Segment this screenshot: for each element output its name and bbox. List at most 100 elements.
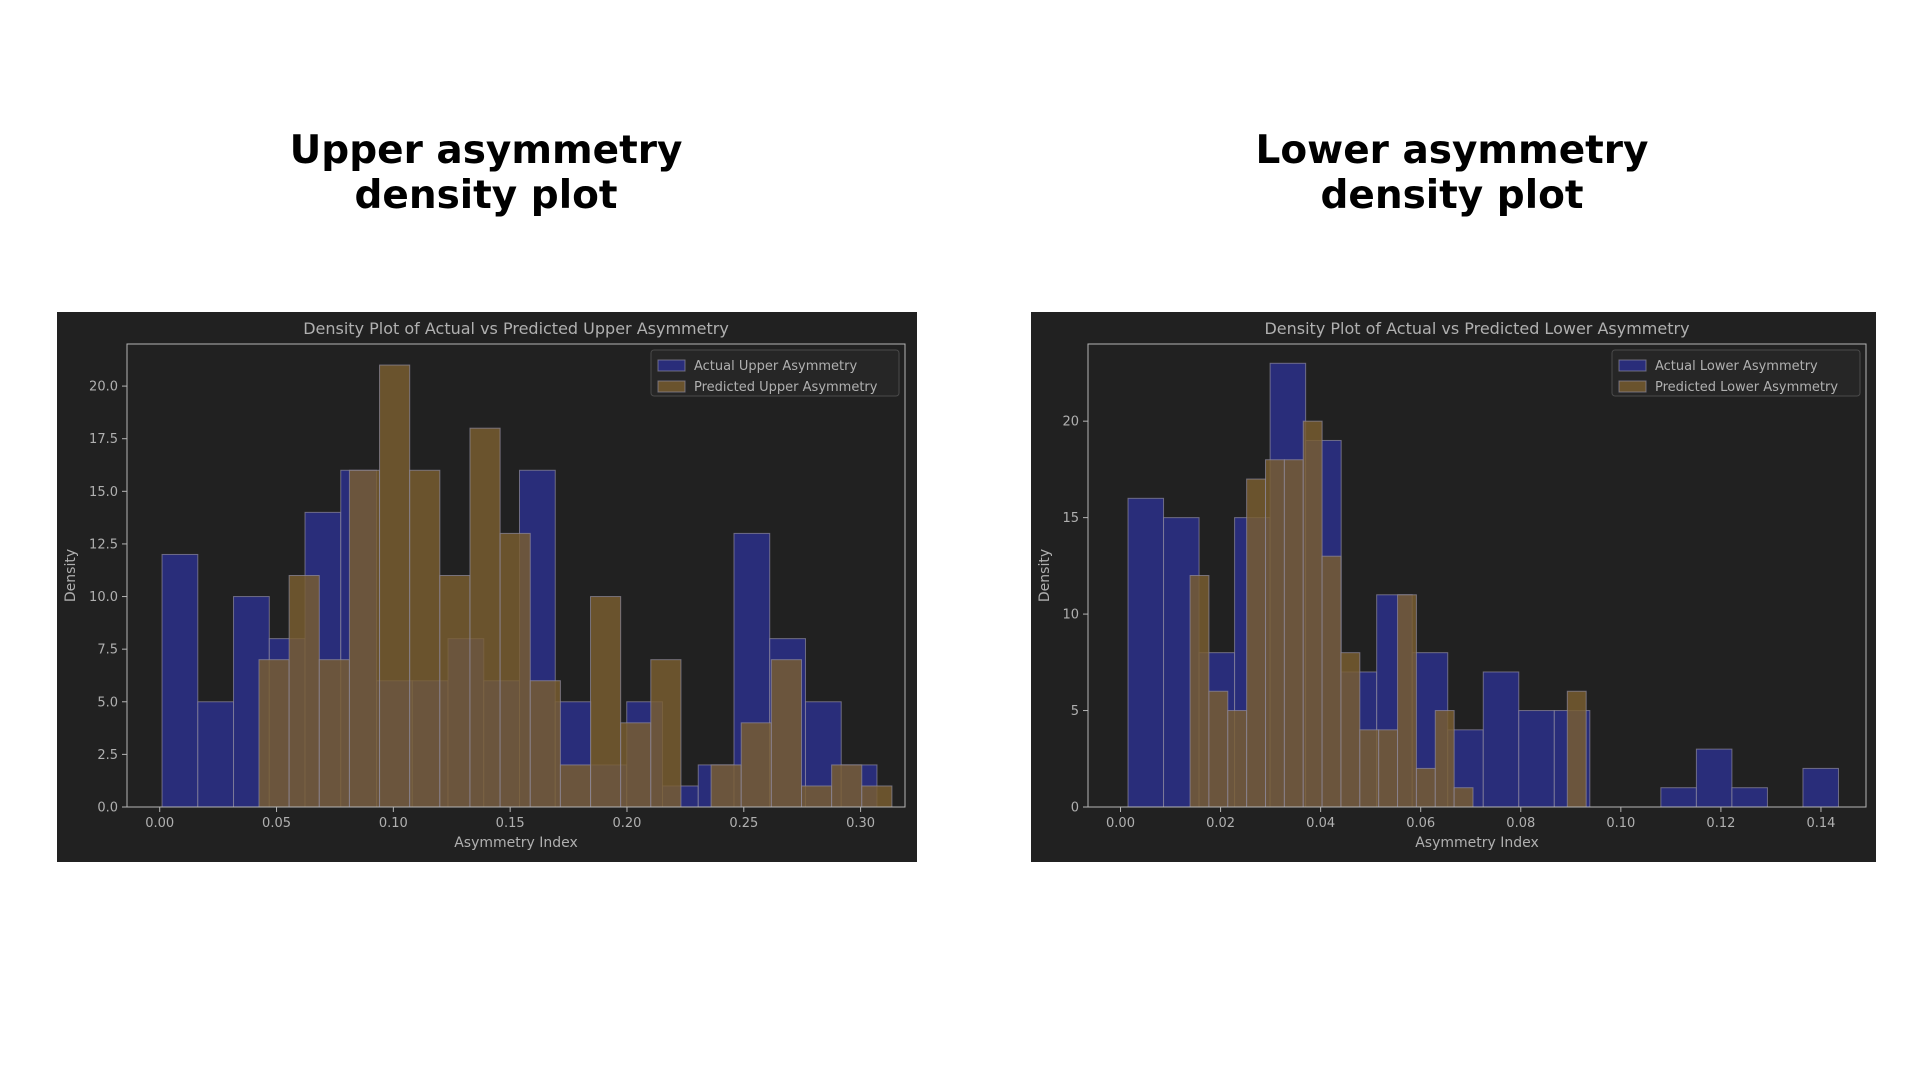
- legend-label: Actual Upper Asymmetry: [694, 359, 857, 374]
- histogram-bar: [318, 659, 350, 808]
- lower-asymmetry-chart: Density Plot of Actual vs Predicted Lowe…: [1031, 312, 1876, 862]
- x-tick-label: 0.04: [1306, 816, 1335, 831]
- histogram-bar: [439, 575, 471, 808]
- histogram-bar: [1302, 420, 1323, 808]
- y-tick-label: 0: [1071, 801, 1079, 816]
- y-tick-label: 20.0: [89, 380, 118, 395]
- histogram-bar: [1340, 652, 1361, 808]
- histogram-bar: [1660, 787, 1697, 808]
- legend-swatch: [657, 380, 686, 393]
- histogram-bar: [197, 701, 235, 808]
- legend: Actual Upper Asymmetry Predicted Upper As…: [650, 349, 900, 397]
- histogram-bar: [469, 427, 501, 808]
- y-tick-label: 2.5: [97, 748, 118, 763]
- x-tick-label: 0.30: [846, 816, 875, 831]
- histogram-bar: [1265, 459, 1285, 808]
- y-tick-label: 17.5: [89, 432, 118, 447]
- plot-frame: [126, 343, 906, 808]
- y-tick-label: 12.5: [89, 537, 118, 552]
- histogram-bar: [1127, 497, 1165, 808]
- x-tick-label: 0.05: [262, 816, 291, 831]
- histogram-bar: [1482, 671, 1520, 808]
- histogram-bar: [650, 659, 682, 808]
- histogram-bar: [1227, 710, 1248, 808]
- histogram-bar: [1283, 459, 1304, 808]
- plot-frame: [1087, 343, 1867, 808]
- histogram-bar: [258, 659, 290, 808]
- legend-box: [1611, 349, 1861, 397]
- histogram-bar: [1518, 710, 1555, 808]
- y-tick-label: 20: [1062, 415, 1079, 430]
- legend-label: Predicted Lower Asymmetry: [1655, 380, 1838, 395]
- x-tick-label: 0.00: [145, 816, 174, 831]
- series-1-bars: [1189, 420, 1587, 808]
- y-axis-label: Density: [63, 549, 79, 602]
- x-tick-label: 0.20: [612, 816, 641, 831]
- histogram-bar: [1731, 787, 1768, 808]
- x-tick-label: 0.15: [496, 816, 525, 831]
- x-tick-label: 0.25: [729, 816, 758, 831]
- legend-swatch: [657, 359, 686, 372]
- histogram-bar: [1434, 710, 1455, 808]
- y-tick-label: 0.0: [97, 801, 118, 816]
- x-tick-label: 0.10: [1606, 816, 1635, 831]
- y-tick-label: 10: [1062, 608, 1079, 623]
- histogram-bar: [1208, 690, 1229, 808]
- x-axis-label: Asymmetry Index: [454, 835, 578, 851]
- upper-asymmetry-chart: Density Plot of Actual vs Predicted Uppe…: [57, 312, 917, 862]
- x-tick-label: 0.06: [1406, 816, 1435, 831]
- histogram-bar: [348, 469, 381, 808]
- y-tick-label: 15.0: [89, 485, 118, 500]
- chart-title: Density Plot of Actual vs Predicted Lowe…: [1264, 319, 1689, 338]
- histogram-bar: [499, 532, 531, 808]
- histogram-bar: [1566, 690, 1587, 808]
- legend-label: Actual Lower Asymmetry: [1655, 359, 1818, 374]
- histogram-bar: [288, 575, 320, 808]
- histogram-bar: [620, 722, 652, 808]
- y-tick-label: 10.0: [89, 590, 118, 605]
- x-tick-label: 0.08: [1506, 816, 1535, 831]
- legend-swatch: [1618, 359, 1647, 372]
- histogram-bar: [1378, 729, 1399, 808]
- y-tick-label: 7.5: [97, 643, 118, 658]
- x-tick-label: 0.00: [1106, 816, 1135, 831]
- histogram-bar: [1246, 478, 1267, 808]
- x-tick-label: 0.12: [1706, 816, 1735, 831]
- histogram-bar: [1415, 767, 1436, 808]
- upper-chart-svg: Density Plot of Actual vs Predicted Uppe…: [63, 319, 906, 851]
- histogram-bar: [1802, 767, 1839, 808]
- x-tick-label: 0.10: [379, 816, 408, 831]
- x-tick-label: 0.02: [1206, 816, 1235, 831]
- histogram-bar: [1359, 729, 1380, 808]
- histogram-bar: [801, 785, 833, 808]
- histogram-bar: [559, 764, 592, 808]
- chart-title: Density Plot of Actual vs Predicted Uppe…: [303, 319, 729, 338]
- lower-slide-heading: Lower asymmetry density plot: [1255, 128, 1649, 218]
- y-tick-label: 5.0: [97, 695, 118, 710]
- lower-chart-svg: Density Plot of Actual vs Predicted Lowe…: [1037, 319, 1867, 851]
- histogram-bar: [1695, 748, 1733, 808]
- y-tick-label: 15: [1062, 511, 1079, 526]
- legend: Actual Lower Asymmetry Predicted Lower As…: [1611, 349, 1861, 397]
- y-tick-label: 5: [1071, 704, 1079, 719]
- upper-slide-heading: Upper asymmetry density plot: [289, 128, 683, 218]
- histogram-bar: [710, 764, 742, 808]
- series-1-bars: [258, 364, 893, 808]
- histogram-bar: [590, 596, 622, 808]
- histogram-bar: [161, 553, 199, 808]
- histogram-bar: [770, 659, 803, 808]
- x-tick-label: 0.14: [1806, 816, 1835, 831]
- histogram-bar: [861, 785, 893, 808]
- histogram-bar: [1453, 787, 1474, 808]
- histogram-bar: [1321, 555, 1342, 808]
- histogram-bar: [529, 680, 561, 808]
- histogram-bar: [1189, 575, 1210, 808]
- x-axis-label: Asymmetry Index: [1415, 835, 1539, 851]
- histogram-bar: [1397, 594, 1417, 808]
- legend-swatch: [1618, 380, 1647, 393]
- histogram-bar: [831, 764, 863, 808]
- legend-box: [650, 349, 900, 397]
- histogram-bar: [379, 364, 411, 808]
- histogram-bar: [740, 722, 772, 808]
- histogram-bar: [409, 469, 441, 808]
